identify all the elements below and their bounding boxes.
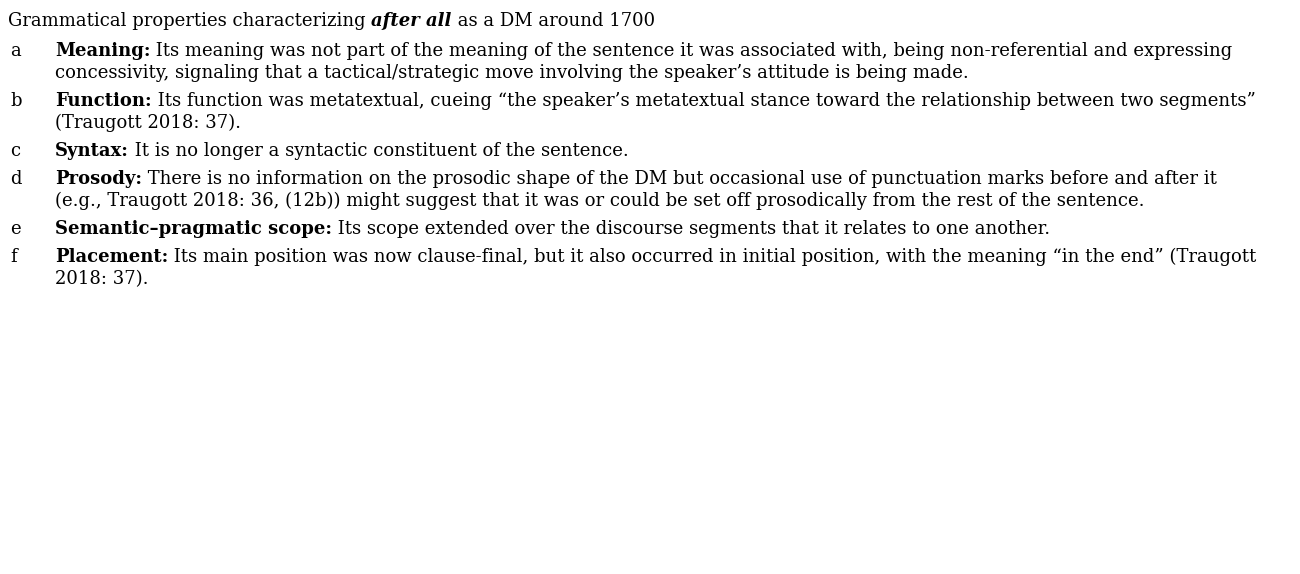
Text: Its scope extended over the discourse segments that it relates to one another.: Its scope extended over the discourse se…: [332, 220, 1050, 238]
Text: d: d: [10, 170, 22, 188]
Text: (e.g., Traugott 2018: 36, (12b)) might suggest that it was or could be set off p: (e.g., Traugott 2018: 36, (12b)) might s…: [55, 192, 1144, 210]
Text: concessivity, signaling that a tactical/strategic move involving the speaker’s a: concessivity, signaling that a tactical/…: [55, 64, 968, 82]
Text: Function:: Function:: [55, 92, 152, 110]
Text: a: a: [10, 42, 21, 60]
Text: b: b: [10, 92, 22, 110]
Text: Its meaning was not part of the meaning of the sentence it was associated with, : Its meaning was not part of the meaning …: [151, 42, 1232, 60]
Text: There is no information on the prosodic shape of the DM but occasional use of pu: There is no information on the prosodic …: [142, 170, 1217, 188]
Text: Its function was metatextual, cueing “the speaker’s metatextual stance toward th: Its function was metatextual, cueing “th…: [152, 92, 1256, 110]
Text: e: e: [10, 220, 21, 238]
Text: (Traugott 2018: 37).: (Traugott 2018: 37).: [55, 114, 240, 132]
Text: after all: after all: [372, 12, 452, 30]
Text: Syntax:: Syntax:: [55, 142, 129, 160]
Text: f: f: [10, 248, 17, 266]
Text: as a DM around 1700: as a DM around 1700: [452, 12, 655, 30]
Text: Semantic–pragmatic scope:: Semantic–pragmatic scope:: [55, 220, 332, 238]
Text: Placement:: Placement:: [55, 248, 168, 266]
Text: 2018: 37).: 2018: 37).: [55, 270, 148, 288]
Text: It is no longer a syntactic constituent of the sentence.: It is no longer a syntactic constituent …: [129, 142, 629, 160]
Text: Meaning:: Meaning:: [55, 42, 151, 60]
Text: c: c: [10, 142, 20, 160]
Text: Grammatical properties characterizing: Grammatical properties characterizing: [8, 12, 372, 30]
Text: Its main position was now clause-final, but it also occurred in initial position: Its main position was now clause-final, …: [168, 248, 1257, 266]
Text: Prosody:: Prosody:: [55, 170, 142, 188]
